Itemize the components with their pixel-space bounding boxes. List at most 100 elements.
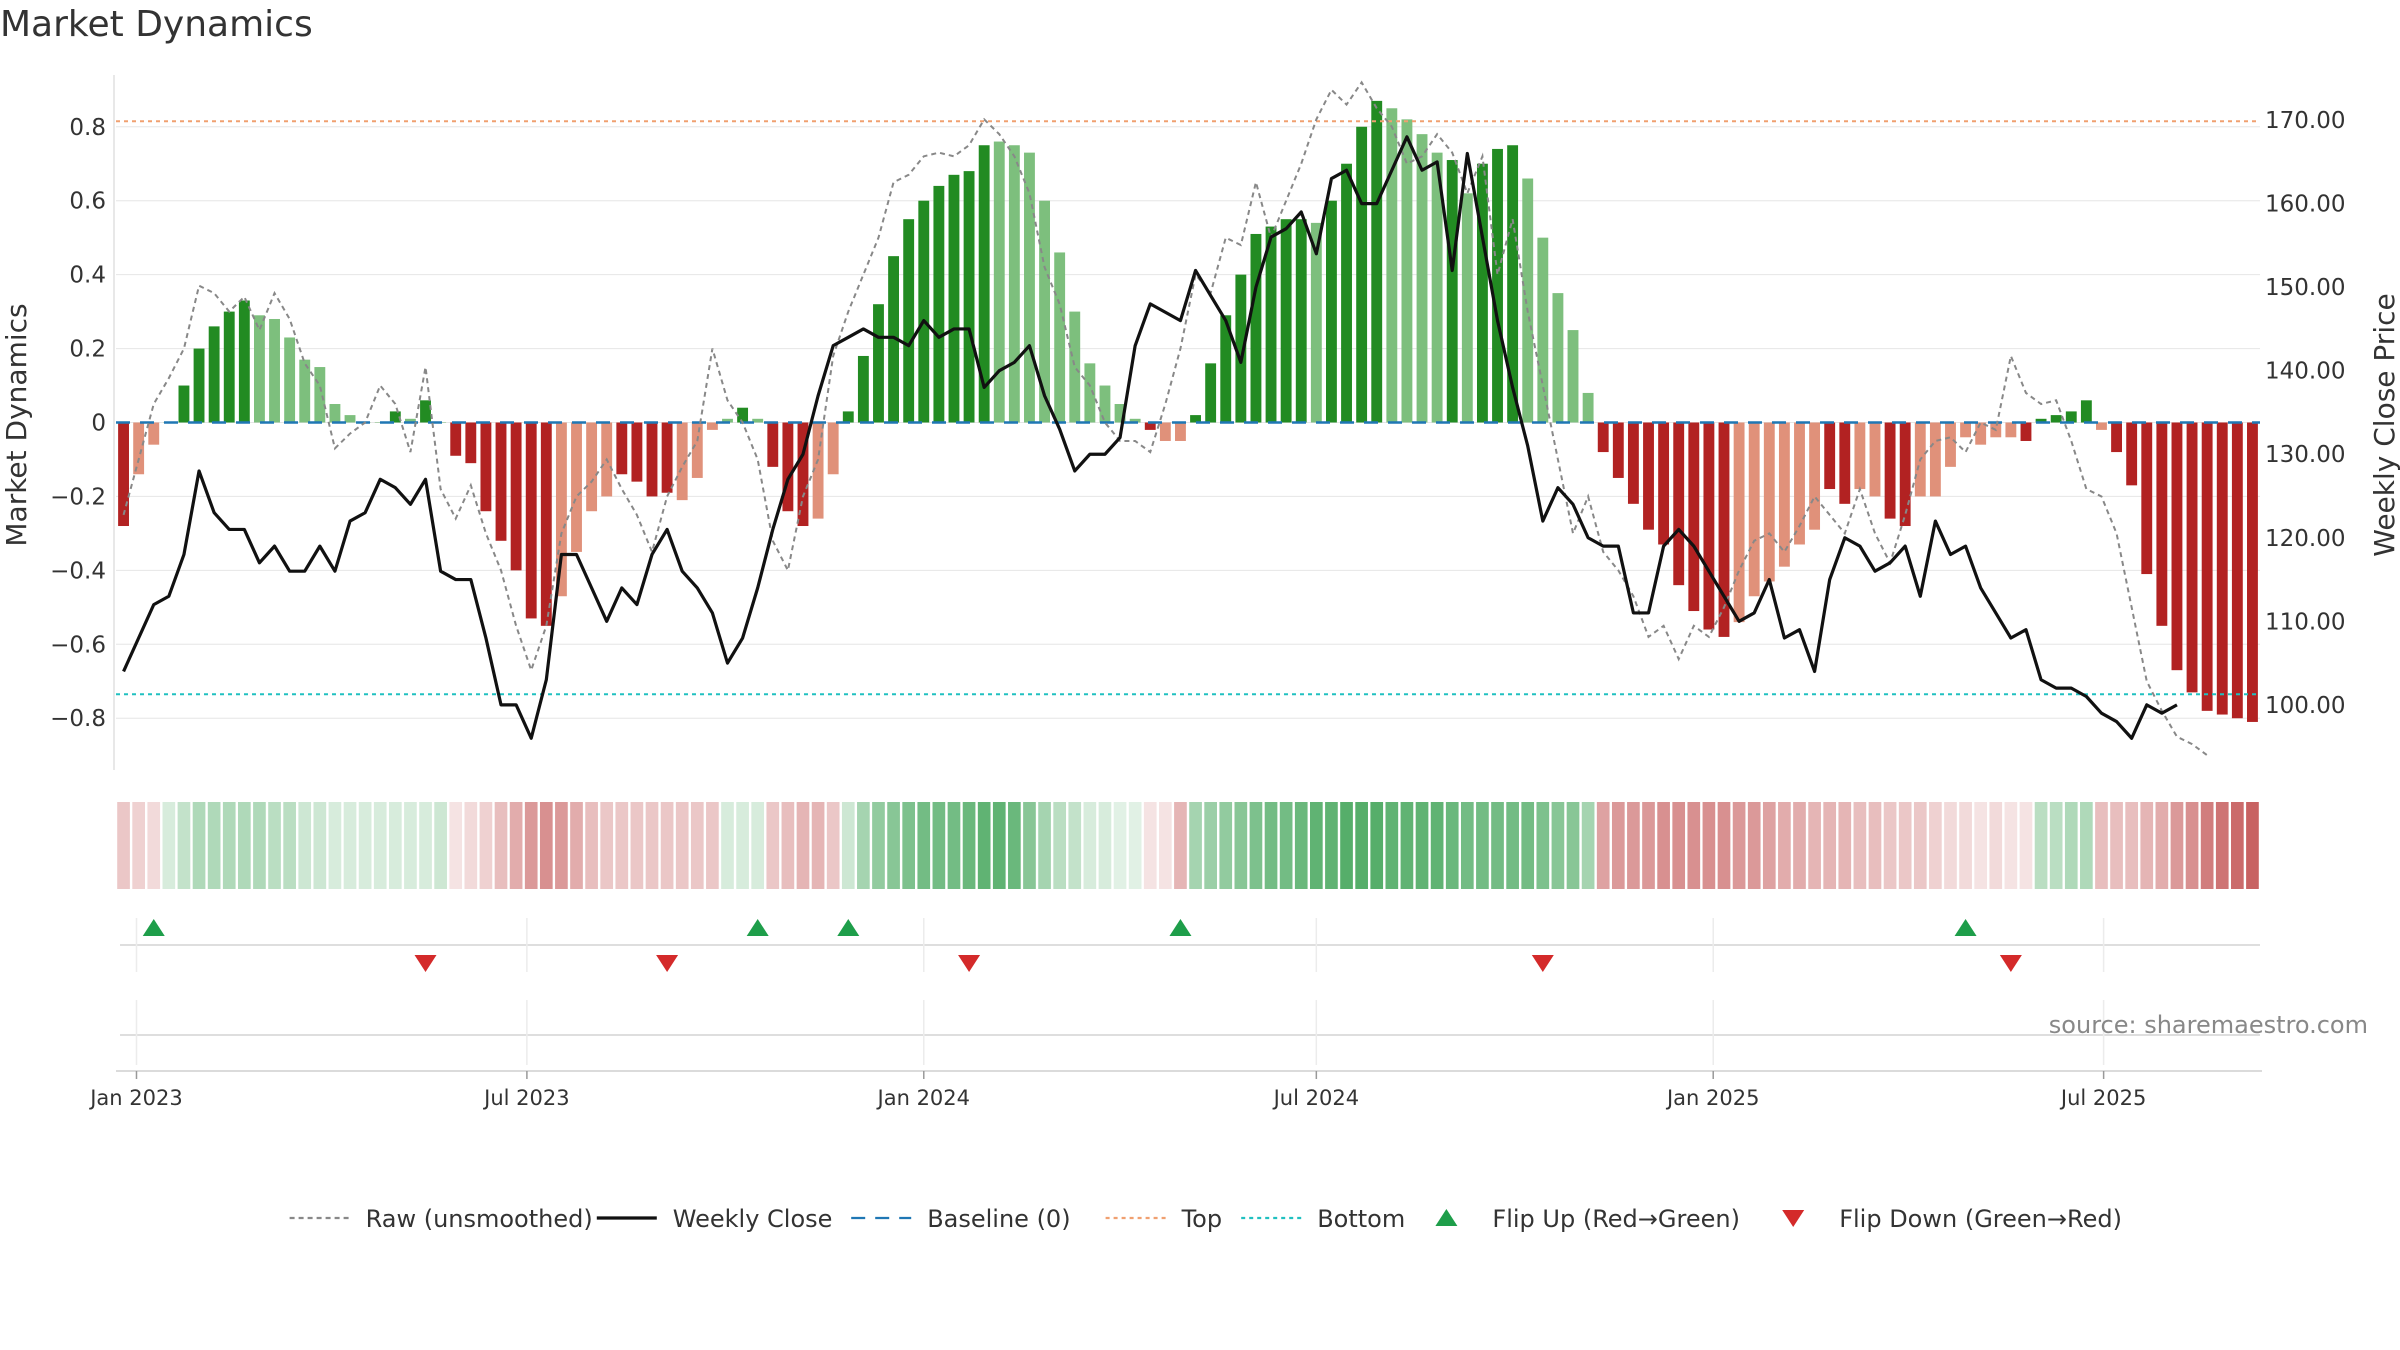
heat-band	[1838, 802, 1852, 889]
heat-band	[570, 802, 583, 889]
heat-band	[328, 802, 342, 889]
heat-band	[1868, 802, 1882, 889]
heat-band	[887, 802, 900, 889]
heat-band	[857, 802, 870, 889]
dynamics-bar	[2247, 422, 2258, 722]
legend-label: Flip Down (Green→Red)	[1839, 1205, 2122, 1233]
legend-item: Flip Down (Green→Red)	[1782, 1205, 2122, 1233]
heat-band	[2140, 802, 2154, 889]
right-tick-label: 130.00	[2265, 442, 2345, 468]
heat-band	[434, 802, 447, 889]
heat-strip	[117, 802, 2259, 889]
heat-band	[313, 802, 327, 889]
dynamics-bar	[1069, 311, 1081, 423]
dynamics-bar	[888, 256, 900, 423]
legend-swatch	[1782, 1210, 1805, 1227]
heat-band	[1400, 802, 1414, 889]
dynamics-bar	[1567, 330, 1579, 423]
heat-band	[1566, 802, 1580, 889]
dynamics-bar	[1854, 422, 1866, 490]
dynamics-bar	[299, 359, 311, 423]
heat-band	[1747, 802, 1761, 889]
dynamics-bar	[1114, 404, 1126, 423]
x-tick-label: Jul 2023	[482, 1086, 569, 1110]
heat-band	[1989, 802, 2003, 889]
dynamics-bar	[284, 337, 296, 423]
dynamics-bar	[2156, 422, 2168, 626]
heat-band	[736, 802, 749, 889]
heat-band	[1642, 802, 1655, 889]
dynamics-bar	[404, 418, 416, 423]
heat-band	[1053, 802, 1067, 889]
heat-band	[1627, 802, 1640, 889]
dynamics-bar	[1220, 315, 1232, 423]
heat-band	[449, 802, 463, 889]
dynamics-bar	[661, 422, 673, 493]
gridlines	[113, 75, 2260, 770]
left-axis-label: Market Dynamics	[0, 303, 33, 546]
dynamics-bar	[525, 422, 537, 619]
dynamics-bar	[1008, 145, 1020, 423]
x-tick-label: Jan 2025	[1665, 1086, 1760, 1110]
dynamics-bar	[1250, 233, 1262, 423]
left-tick-label: −0.8	[50, 706, 106, 732]
dynamics-bar	[2201, 422, 2213, 711]
heat-band	[1793, 802, 1806, 889]
dynamics-bar	[676, 422, 688, 501]
dynamics-bar	[1658, 422, 1670, 545]
heat-band	[117, 802, 130, 889]
dynamics-bar	[208, 326, 220, 423]
dynamics-bar	[1522, 178, 1534, 423]
legend-label: Weekly Close	[673, 1205, 833, 1233]
raw-dynamics-line	[122, 80, 2208, 757]
dynamics-bar	[193, 348, 205, 423]
dynamics-bar	[1929, 422, 1941, 497]
dynamics-bar	[480, 422, 492, 512]
dynamics-bar	[2141, 422, 2153, 575]
dynamics-bar	[2126, 422, 2138, 486]
heat-band	[645, 802, 659, 889]
heat-band	[479, 802, 493, 889]
dynamics-bar	[540, 422, 552, 626]
heat-band	[222, 802, 236, 889]
heat-band	[283, 802, 296, 889]
legend-label: Raw (unsmoothed)	[366, 1205, 593, 1233]
heat-band	[2049, 802, 2063, 889]
legend-label: Flip Up (Red→Green)	[1492, 1205, 1740, 1233]
dynamics-bar	[1718, 422, 1730, 637]
dynamics-bar	[1673, 422, 1685, 586]
right-tick-label: 140.00	[2265, 359, 2345, 385]
heat-band	[1234, 802, 1248, 889]
heat-band	[1913, 802, 1927, 889]
dynamics-bar	[1024, 152, 1035, 423]
heat-band	[1325, 802, 1338, 889]
heat-band	[1159, 802, 1172, 889]
dynamics-bar	[465, 422, 477, 464]
heat-band	[1808, 802, 1821, 889]
heat-band	[1596, 802, 1610, 889]
heat-band	[1294, 802, 1308, 889]
heat-band	[706, 802, 719, 889]
dynamics-bar	[1326, 200, 1337, 423]
x-tick-label: Jan 2024	[876, 1086, 971, 1110]
heat-band	[2019, 802, 2033, 889]
heat-band	[1476, 802, 1489, 889]
dynamics-bar	[1295, 219, 1307, 423]
legend-label: Baseline (0)	[927, 1205, 1070, 1233]
dynamics-bar	[1476, 163, 1488, 423]
heat-band	[1249, 802, 1263, 889]
dynamics-bar	[2186, 422, 2198, 693]
heat-band	[1264, 802, 1278, 889]
heat-band	[751, 802, 765, 889]
heat-band	[660, 802, 674, 889]
dynamics-bar	[329, 404, 341, 423]
dynamics-bar	[2096, 422, 2107, 430]
heat-band	[932, 802, 946, 889]
heat-band	[2125, 802, 2139, 889]
dynamics-bar	[706, 422, 718, 430]
heat-band	[162, 802, 176, 889]
heat-band	[2080, 802, 2093, 889]
heat-band	[419, 802, 432, 889]
heat-band	[1128, 802, 1142, 889]
dynamics-bar	[2171, 422, 2183, 671]
